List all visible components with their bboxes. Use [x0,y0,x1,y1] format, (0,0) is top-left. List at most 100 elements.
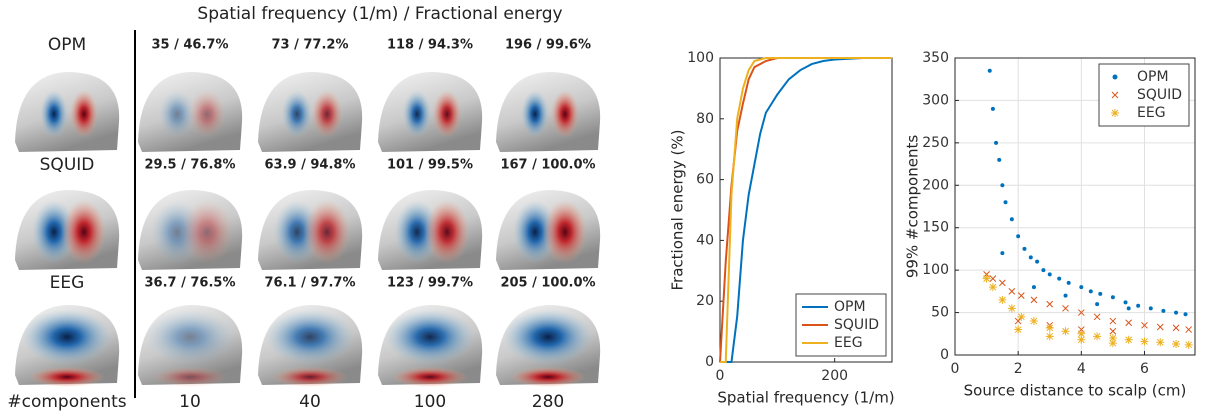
y-tick-label: 100 [687,50,714,66]
scatter-point [1008,288,1016,295]
legend-label: OPM [834,299,866,315]
x-tick-label: 200 [821,368,848,384]
scatter-point [1079,285,1084,290]
head-blob [543,200,587,264]
x-axis-label: Source distance to scalp (cm) [964,382,1187,400]
y-axis-label: Fractional energy (%) [669,130,687,291]
scatter-point [1098,291,1103,296]
scatter-point [1014,317,1022,325]
figure-title: Spatial frequency (1/m) / Fractional ene… [197,4,562,24]
legend-swatch [1111,91,1119,99]
head-blob [424,200,470,264]
scatter-point [1125,319,1133,327]
scatter-point [1140,337,1149,346]
scatter-point [994,140,999,145]
head-blob [265,309,355,365]
scatter-point [1088,289,1093,294]
scatter-point [1031,285,1036,290]
head-blob [62,200,106,264]
scatter-point [1109,327,1117,335]
scatter-point [987,68,992,73]
scatter-point [1007,304,1016,313]
y-tick-label: 100 [922,262,949,278]
scatter-point [1174,310,1179,315]
head-blob [272,367,348,387]
scatter-point [1045,332,1054,341]
row-label: OPM [48,35,86,55]
cell-label: 123 / 99.7% [387,276,473,291]
y-tick-label: 150 [922,220,949,236]
scatter-point [1028,255,1033,260]
footer-label: #components [7,392,126,412]
column-label: 100 [414,392,446,412]
scatter-point [990,106,995,111]
legend-box [1098,63,1190,127]
y-tick-label: 350 [922,50,949,66]
y-tick-label: 60 [696,172,714,188]
scatter-point [1000,183,1005,188]
scatter-point [1014,325,1023,334]
head-blob [22,309,112,365]
head-blob [145,309,235,365]
scatter-point [1172,324,1180,332]
scatter-point [989,275,997,282]
scatter-point [1063,293,1068,298]
scatter-point [1093,313,1101,321]
scatter-point [1016,234,1021,239]
scatter-point [1029,317,1038,326]
scatter-point [1108,334,1117,343]
column-label: 10 [179,392,201,412]
cell-label: 63.9 / 94.8% [265,158,356,173]
head-blob [29,367,105,387]
plot-frame [954,57,1196,356]
cell-label: 167 / 100.0% [500,158,595,173]
head-blob [503,309,593,365]
scatter-point [1035,259,1040,264]
head-blob [188,90,226,138]
scatter-point [1009,217,1014,222]
head-blob [158,90,196,138]
scatter-point [1110,295,1115,300]
scatter-point [988,283,997,292]
scatter-point [997,157,1002,162]
legend-label: SQUID [834,317,879,333]
y-tick-label: 300 [922,92,949,108]
cell-label: 76.1 / 97.7% [265,276,356,291]
scatter-point [1077,335,1086,344]
scatter-point [1017,292,1025,299]
scatter-point [1057,276,1062,281]
x-axis-label: Spatial frequency (1/m) [717,389,894,407]
y-tick-label: 0 [940,347,949,363]
scatter-point [1061,327,1070,336]
cell-label: 35 / 46.7% [152,38,229,53]
head-blob [180,200,234,264]
head-blob [510,367,586,387]
scatter-point [1030,296,1038,304]
scatter-point [1093,332,1102,341]
scatter-point [1041,268,1046,273]
scatter-point [1108,339,1117,348]
cell-label: 118 / 94.3% [387,38,473,53]
scatter-point [1156,338,1165,347]
legend-label: OPM [1137,69,1169,85]
scatter-point [1017,312,1026,321]
cell-label: 205 / 100.0% [500,276,595,291]
scatter-point [1183,312,1188,317]
scatter-point [1136,303,1141,308]
head-blob [303,200,351,264]
scatter-point [1047,272,1052,277]
x-tick-label: 0 [716,368,725,384]
y-tick-label: 250 [922,135,949,151]
legend-label: EEG [1137,105,1166,121]
legend-label: EEG [834,335,863,351]
scatter-point [1066,280,1071,285]
cell-label: 101 / 99.5% [387,158,473,173]
head-blob [152,367,228,387]
x-tick-label: 6 [1140,361,1149,377]
head-blob [70,90,98,138]
column-label: 280 [532,392,564,412]
scatter-point [1077,309,1085,316]
legend-label: SQUID [1137,87,1182,103]
x-tick-label: 4 [1077,361,1086,377]
head-blob [521,90,549,138]
